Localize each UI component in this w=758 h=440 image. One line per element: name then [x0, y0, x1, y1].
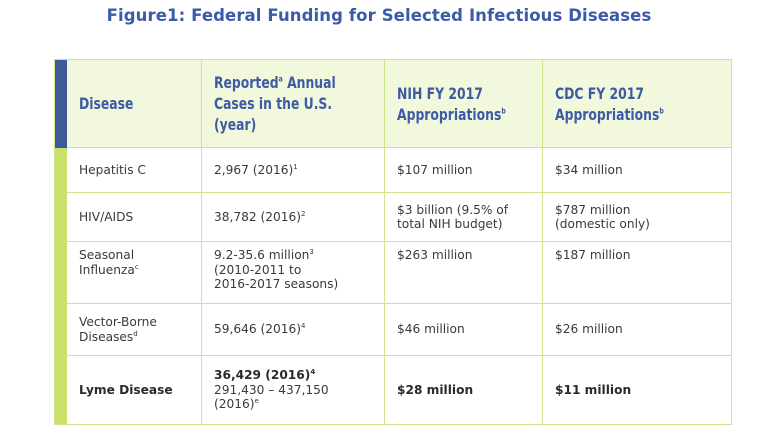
cell-disease: Hepatitis C	[67, 148, 202, 192]
header-disease: Disease	[67, 60, 202, 147]
header-cases: Reporteda Annual Cases in the U.S. (year…	[202, 60, 385, 147]
cell-disease: HIV/AIDS	[67, 193, 202, 241]
cell-cases: 2,967 (2016)1	[202, 148, 385, 192]
header-accent-bar	[55, 60, 67, 148]
funding-table: Disease Reporteda Annual Cases in the U.…	[54, 59, 732, 425]
cell-nih: $3 billion (9.5% of total NIH budget)	[385, 193, 543, 241]
cell-cdc: $787 million (domestic only)	[555, 202, 650, 232]
cell-cases: 9.2-35.6 million3 (2010-2011 to 2016-2017 …	[202, 242, 385, 303]
header-cdc: CDC FY 2017 Appropriationsb	[555, 83, 664, 124]
cell-cdc: $11 million	[555, 382, 632, 397]
cell-cdc: $34 million	[555, 162, 623, 177]
header-nih: NIH FY 2017 Appropriationsb	[385, 60, 543, 147]
cell-nih: $46 million	[385, 304, 543, 355]
cell-nih: $107 million	[385, 148, 543, 192]
cell-disease: Vector-Borne Diseasesd	[67, 304, 202, 355]
cell-disease: Seasonal Influenzac	[67, 242, 202, 303]
table-row-hepatitis-c: Hepatitis C 2,967 (2016)1 $107 million $…	[67, 148, 731, 193]
table-row-vector-borne: Vector-Borne Diseasesd 59,646 (2016)4 $46…	[67, 304, 731, 356]
cell-disease: Lyme Disease	[67, 356, 202, 424]
table-header: Disease Reporteda Annual Cases in the U.…	[67, 60, 731, 148]
table-row-hiv-aids: HIV/AIDS 38,782 (2016)2 $3 billion (9.5%…	[67, 193, 731, 242]
body-accent-bar	[55, 148, 67, 424]
table-row-lyme-disease: Lyme Disease 36,429 (2016)4 291,430 – 437…	[67, 356, 731, 424]
figure-title: Figure1: Federal Funding for Selected In…	[106, 6, 652, 25]
cell-cases: 36,429 (2016)4 291,430 – 437,150 (2016)e	[202, 356, 385, 424]
cell-cdc: $26 million	[555, 322, 623, 337]
cell-cases: 38,782 (2016)2	[202, 193, 385, 241]
cell-nih: $263 million	[385, 242, 543, 303]
cell-cases: 59,646 (2016)4	[202, 304, 385, 355]
cell-nih: $28 million	[385, 356, 543, 424]
cell-cdc: $187 million	[555, 248, 631, 262]
table-row-seasonal-influenza: Seasonal Influenzac 9.2-35.6 million3 (201…	[67, 242, 731, 304]
